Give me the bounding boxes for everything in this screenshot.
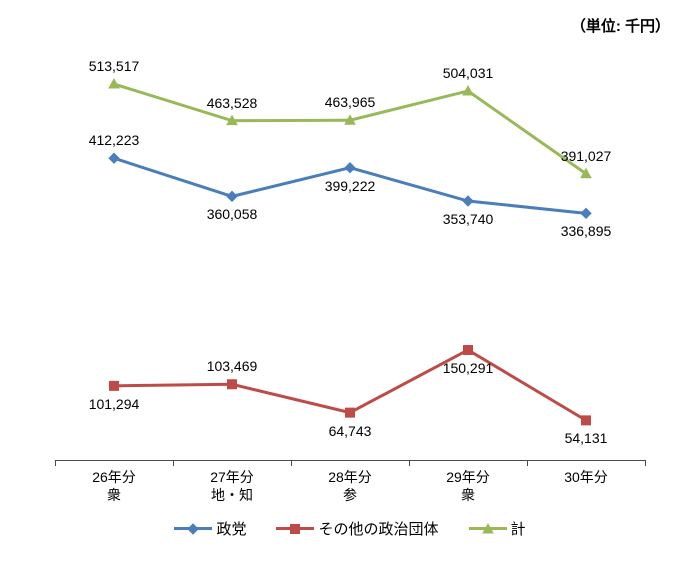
data-label: 391,027 — [546, 148, 626, 164]
data-label: 54,131 — [546, 430, 626, 446]
data-label: 463,965 — [310, 94, 390, 110]
data-label: 150,291 — [428, 360, 508, 376]
x-tick — [645, 460, 646, 466]
series-marker-1-0 — [110, 381, 119, 390]
legend-swatch — [174, 527, 212, 530]
x-axis-label: 30年分 — [527, 468, 645, 486]
data-label: 336,895 — [546, 223, 626, 239]
x-axis-label: 28年分 参 — [291, 468, 409, 504]
series-marker-2-0 — [109, 79, 119, 88]
x-axis-line — [55, 460, 645, 461]
series-marker-0-1 — [227, 191, 237, 201]
unit-label: （単位: 千円） — [571, 15, 670, 36]
chart-container: （単位: 千円） 26年分 衆27年分 地・知28年分 参29年分 衆30年分 … — [0, 0, 700, 570]
legend-label: 計 — [511, 518, 526, 539]
x-tick — [527, 460, 528, 466]
series-marker-0-3 — [463, 196, 473, 206]
legend-label: 政党 — [216, 518, 246, 539]
data-label: 513,517 — [74, 58, 154, 74]
legend-swatch — [276, 527, 314, 530]
x-tick — [173, 460, 174, 466]
x-tick — [291, 460, 292, 466]
data-label: 360,058 — [192, 206, 272, 222]
legend-label: その他の政治団体 — [318, 518, 438, 539]
series-marker-0-0 — [109, 153, 119, 163]
legend-item: 政党 — [174, 518, 246, 539]
series-marker-0-4 — [581, 208, 591, 218]
data-label: 412,223 — [74, 132, 154, 148]
x-tick — [55, 460, 56, 466]
x-axis-label: 29年分 衆 — [409, 468, 527, 504]
data-label: 399,222 — [310, 178, 390, 194]
legend-item: 計 — [469, 518, 526, 539]
series-marker-0-2 — [345, 163, 355, 173]
series-marker-1-3 — [464, 345, 473, 354]
data-label: 463,528 — [192, 95, 272, 111]
series-marker-1-2 — [346, 408, 355, 417]
x-axis-label: 27年分 地・知 — [173, 468, 291, 504]
data-label: 353,740 — [428, 211, 508, 227]
legend-item: その他の政治団体 — [276, 518, 438, 539]
series-marker-1-1 — [228, 380, 237, 389]
legend-swatch — [469, 527, 507, 530]
data-label: 101,294 — [74, 396, 154, 412]
legend: 政党 その他の政治団体 計 — [0, 518, 700, 539]
data-label: 103,469 — [192, 358, 272, 374]
data-label: 504,031 — [428, 65, 508, 81]
data-label: 64,743 — [310, 423, 390, 439]
x-tick — [409, 460, 410, 466]
series-marker-1-4 — [582, 416, 591, 425]
x-axis-label: 26年分 衆 — [55, 468, 173, 504]
